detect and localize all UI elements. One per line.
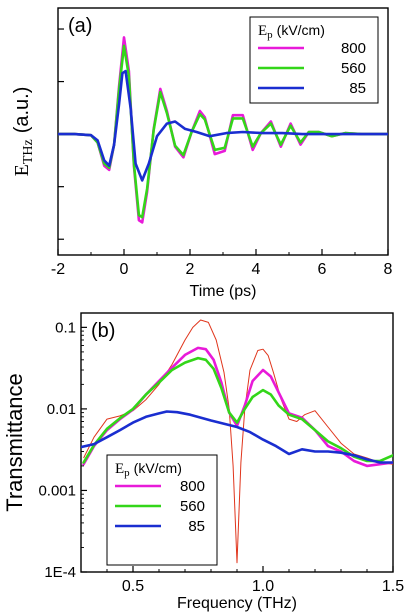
panel-a-legend-title-main: E [258,23,267,39]
panel-a-time-domain: -2 0 2 4 6 8 (a) Time (ps) ETHz(a.u.) Ep (kV/c… [11,7,393,300]
panel-b-legend-box [106,454,218,566]
panel-a-y-axis-label-unit: (a.u.) [11,87,33,134]
panel-a-x-axis-label: Time (ps) [190,283,257,300]
a-legend-label-800: 800 [341,40,366,57]
panel-b-legend-title-sub: p [124,467,130,479]
a-x-tick-label: 0 [120,261,129,278]
panel-a-legend-title: Ep (kV/cm) [258,22,325,41]
a-x-tick-label: -2 [51,261,65,278]
a-x-tick-label: 6 [318,261,327,278]
panel-a-legend-items: 800 560 85 [258,40,366,97]
b-legend-label-85: 85 [188,518,205,535]
panel-b-frequency-domain: 1E-4 0.001 0.01 0.1 0.5 1.0 1.5 (b) Frequency… [2,312,404,612]
panel-a-legend-title-sub: p [267,29,273,41]
panel-b-x-axis-label: Frequency (THz) [177,595,297,612]
panel-b-label: (b) [91,320,115,342]
b-legend-label-800: 800 [180,478,205,495]
panel-a-x-ticks: -2 0 2 4 6 8 [51,249,393,278]
b-series-line-560 [82,356,393,464]
b-y-tick-label: 0.001 [38,482,76,499]
a-x-tick-label: 2 [186,261,195,278]
b-legend-label-560: 560 [180,498,205,515]
b-x-tick-label: 1.5 [382,578,404,595]
b-x-tick-label: 0.5 [122,578,144,595]
panel-b-legend: Ep (kV/cm) 800 560 85 [106,454,218,566]
panel-b-legend-items: 800 560 85 [115,478,205,535]
b-x-tick-label: 1.0 [252,578,274,595]
panel-b-legend-title: Ep (kV/cm) [115,460,182,479]
b-y-tick-label: 0.1 [55,319,76,336]
panel-a-series [58,36,388,224]
panel-b-series [81,319,393,564]
a-x-tick-label: 4 [252,261,261,278]
panel-a-label: (a) [68,15,92,37]
panel-a-y-axis-label: ETHz (a.u.) [11,87,36,177]
panel-b-legend-title-unit: (kV/cm) [134,460,182,476]
a-legend-label-85: 85 [349,80,366,97]
panel-b-x-ticks: 0.5 1.0 1.5 [80,566,404,595]
a-x-tick-label: 8 [384,261,393,278]
b-y-tick-label: 0.01 [47,401,76,418]
panel-b-y-ticks: 1E-4 0.001 0.01 0.1 [38,319,87,581]
a-legend-label-560: 560 [341,60,366,77]
panel-a-y-axis-label-main: E [11,164,33,176]
panel-a-y-axis-label-sub: THz [21,139,36,164]
panel-a-legend-title-unit: (kV/cm) [277,22,325,38]
panel-b-legend-title-main: E [115,461,124,477]
b-y-tick-label: 1E-4 [44,564,76,581]
panel-a-legend: Ep (kV/cm) 800 560 85 [249,16,379,104]
b-series-line-85 [81,410,393,464]
a-series-line-85 [58,69,388,182]
b-reference-curve [83,319,393,564]
panel-b-y-axis-label: Transmittance [2,373,27,512]
